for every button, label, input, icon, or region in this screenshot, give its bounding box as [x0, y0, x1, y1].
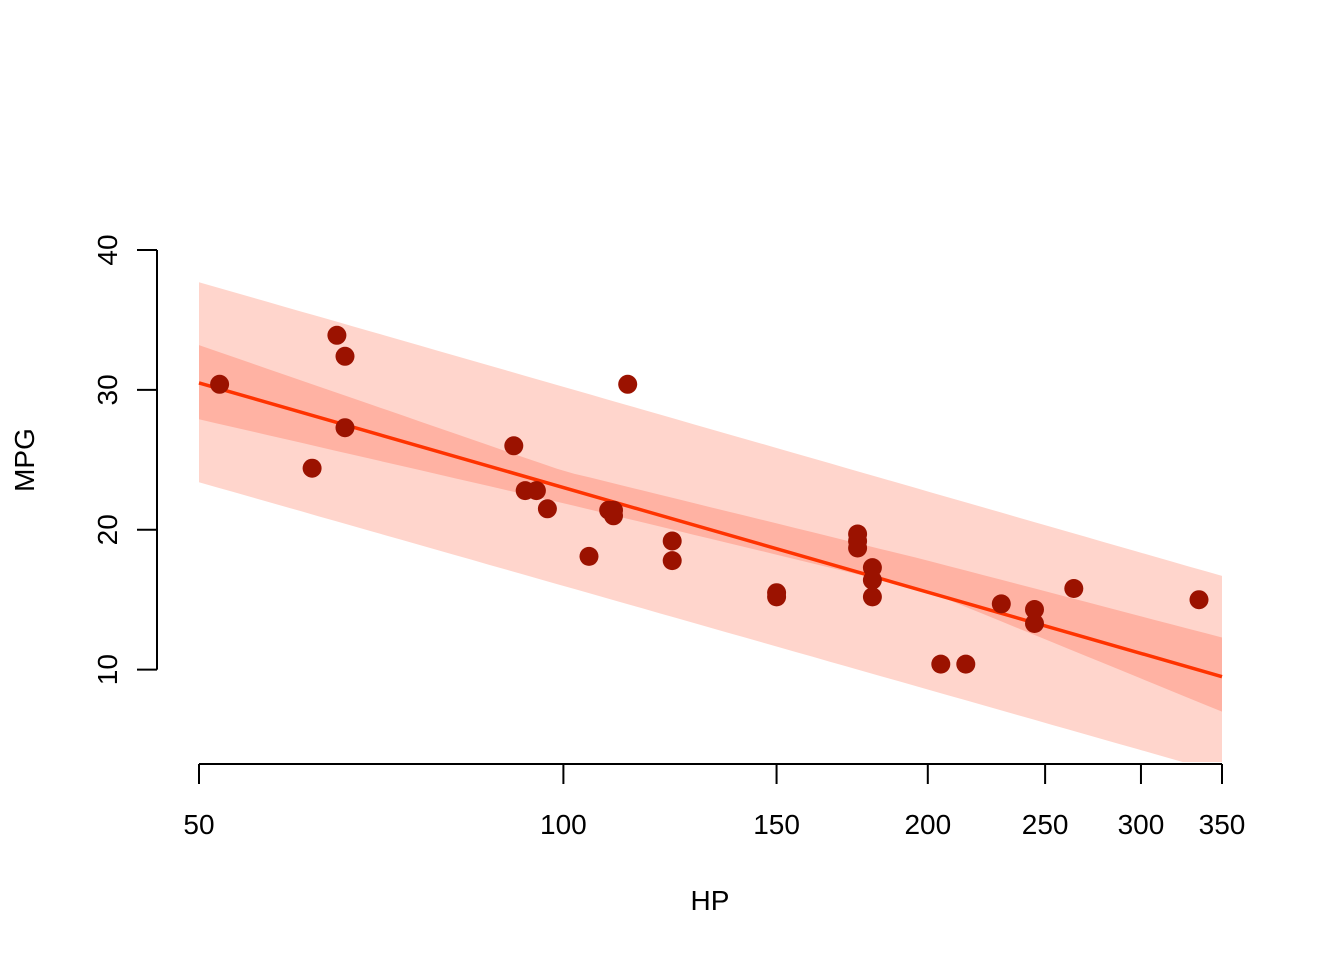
x-axis-title: HP — [691, 885, 730, 916]
data-point — [504, 436, 524, 456]
data-point — [848, 538, 868, 558]
data-point — [604, 500, 623, 520]
data-point — [862, 587, 882, 607]
data-point — [526, 481, 546, 501]
x-tick-label: 350 — [1199, 809, 1246, 840]
data-point — [848, 524, 868, 544]
fit-layer — [198, 381, 1223, 679]
data-point — [1025, 614, 1044, 633]
data-point — [335, 346, 355, 366]
x-tick-label: 300 — [1118, 809, 1165, 840]
data-point — [956, 654, 976, 674]
data-point — [302, 458, 322, 478]
data-point — [335, 418, 355, 438]
data-point — [862, 570, 882, 590]
data-point — [537, 499, 557, 519]
data-point — [991, 594, 1011, 614]
data-point — [1189, 590, 1209, 610]
data-point — [1064, 579, 1084, 598]
x-tick-label: 150 — [753, 809, 800, 840]
points-layer — [210, 325, 1209, 674]
data-point — [767, 587, 787, 607]
x-tick-label: 100 — [540, 809, 587, 840]
data-point — [210, 374, 230, 394]
data-point — [579, 546, 599, 566]
y-axis-title: MPG — [9, 428, 40, 492]
x-tick-label: 50 — [183, 809, 214, 840]
y-tick-label: 10 — [92, 654, 123, 685]
data-point — [931, 654, 951, 674]
data-point — [327, 325, 347, 345]
y-axis: 10 20 30 40 — [92, 234, 158, 685]
x-tick-label: 200 — [904, 809, 951, 840]
data-point — [1025, 600, 1044, 619]
data-point — [662, 551, 682, 571]
x-tick-label: 250 — [1022, 809, 1069, 840]
y-tick-label: 30 — [92, 374, 123, 405]
y-tick-label: 40 — [92, 234, 123, 265]
x-axis: 50 100 150 200 250 300 350 — [183, 763, 1246, 840]
y-tick-label: 20 — [92, 514, 123, 545]
regression-line — [198, 381, 1223, 679]
data-point — [662, 531, 682, 551]
data-point — [618, 374, 638, 394]
